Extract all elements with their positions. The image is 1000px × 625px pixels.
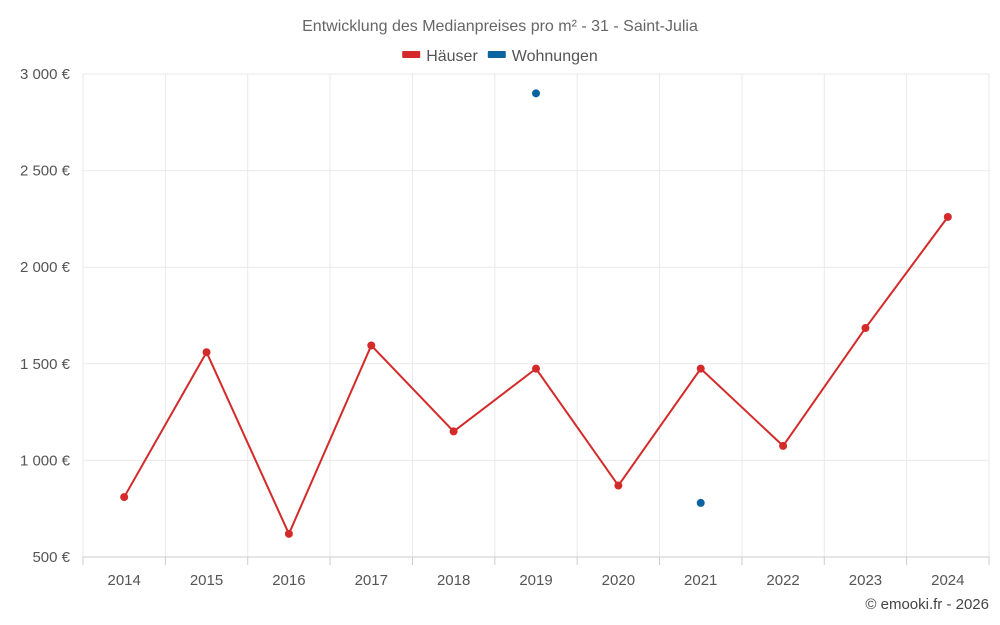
x-tick-label: 2024 xyxy=(931,572,964,589)
x-tick-label: 2016 xyxy=(272,572,305,589)
y-tick-label: 500 € xyxy=(32,549,70,566)
y-tick-labels: 500 € 1 000 € 1 500 € 2 000 € 2 500 € 3 000 € xyxy=(20,66,71,566)
data-point-h-user xyxy=(120,493,129,502)
data-point-h-user xyxy=(449,427,458,436)
x-tick-label: 2014 xyxy=(107,572,140,589)
chart-title: Entwicklung des Medianpreises pro m² - 3… xyxy=(302,18,698,35)
y-tick-label: 1 000 € xyxy=(20,452,71,469)
y-tick-label: 1 500 € xyxy=(20,356,71,373)
y-gridlines xyxy=(83,73,989,461)
data-point-h-user xyxy=(202,348,211,357)
data-point-h-user xyxy=(696,364,705,373)
axes xyxy=(82,556,990,565)
x-gridlines xyxy=(82,74,990,557)
data-point-h-user xyxy=(943,212,952,221)
data-point-h-user xyxy=(367,341,376,350)
data-point-h-user xyxy=(614,481,623,490)
x-tick-label: 2022 xyxy=(766,572,799,589)
legend-label: Wohnungen xyxy=(512,48,598,65)
legend: Häuser Wohnungen xyxy=(402,48,598,65)
data-point-wohnungen xyxy=(696,498,705,507)
credit-text: © emooki.fr - 2026 xyxy=(865,596,989,613)
data-point-h-user xyxy=(284,529,293,538)
y-tick-label: 3 000 € xyxy=(20,66,71,83)
data-point-h-user xyxy=(861,324,870,333)
x-tick-label: 2020 xyxy=(602,572,635,589)
legend-swatch-wohnungen xyxy=(487,51,506,58)
y-tick-label: 2 500 € xyxy=(20,163,71,180)
data-point-wohnungen xyxy=(532,89,540,98)
data-point-h-user xyxy=(779,441,788,450)
legend-swatch-h-user xyxy=(402,51,421,58)
data-point-h-user xyxy=(532,364,540,373)
series-points xyxy=(120,89,952,538)
x-tick-label: 2019 xyxy=(519,572,552,589)
x-tick-label: 2021 xyxy=(684,572,717,589)
legend-label: Häuser xyxy=(426,48,478,65)
y-tick-label: 2 000 € xyxy=(20,259,71,276)
x-tick-label: 2015 xyxy=(190,572,223,589)
x-tick-labels: 2014 2015 2016 2017 2018 2019 2020 2021 2022 2023… xyxy=(107,572,964,589)
x-tick-label: 2018 xyxy=(437,572,470,589)
x-tick-label: 2023 xyxy=(849,572,882,589)
x-tick-label: 2017 xyxy=(355,572,388,589)
